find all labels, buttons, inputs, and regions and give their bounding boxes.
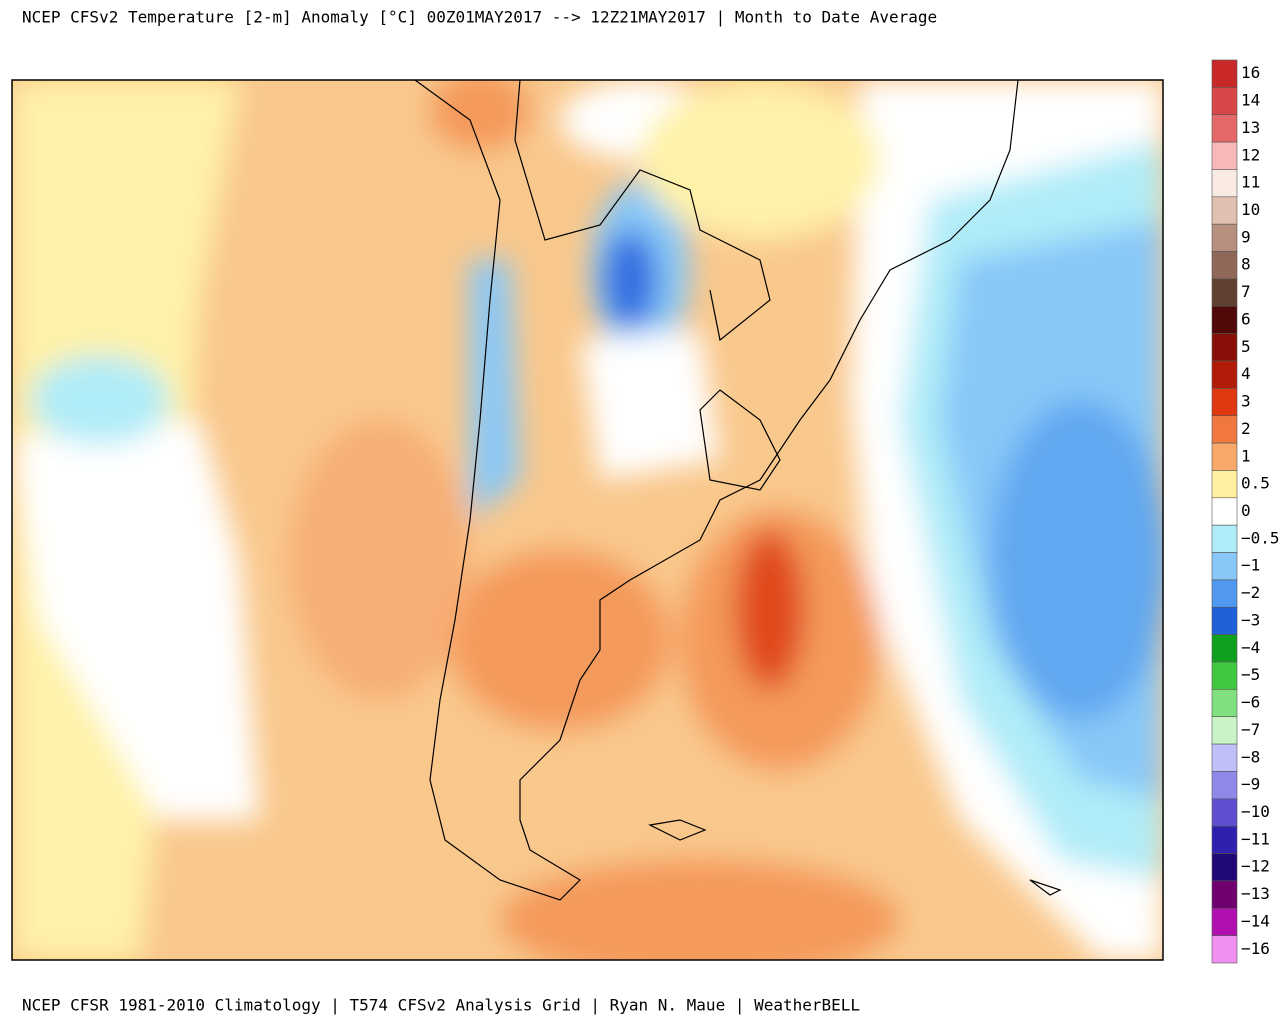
colorbar-label: 3 <box>1241 392 1251 411</box>
title: NCEP CFSv2 Temperature [2-m] Anomaly [°C… <box>22 8 937 27</box>
colorbar-label: −5 <box>1241 665 1260 684</box>
colorbar-label: 0 <box>1241 501 1251 520</box>
colorbar-label: −7 <box>1241 720 1260 739</box>
colorbar-swatch <box>1211 634 1238 663</box>
coastlines <box>414 79 1062 901</box>
colorbar-swatch <box>1211 743 1238 772</box>
colorbar-label: −3 <box>1241 610 1260 629</box>
colorbar-swatch <box>1211 716 1238 745</box>
colorbar-label: 5 <box>1241 337 1251 356</box>
colorbar-swatch <box>1211 524 1238 553</box>
colorbar-label: −4 <box>1241 638 1260 657</box>
colorbar-label: 16 <box>1241 63 1260 82</box>
colorbar-swatch <box>1211 333 1238 362</box>
colorbar-label: −11 <box>1241 829 1270 848</box>
colorbar-label: −2 <box>1241 583 1260 602</box>
colorbar-swatch <box>1211 87 1238 116</box>
footer: NCEP CFSR 1981-2010 Climatology | T574 C… <box>22 996 860 1015</box>
colorbar-swatch <box>1211 141 1238 170</box>
colorbar-swatch <box>1211 388 1238 417</box>
colorbar-swatch <box>1211 169 1238 198</box>
colorbar-swatch <box>1211 825 1238 854</box>
colorbar: 16 14 13 12 11 10 9 8 7 6 5 4 3 2 1 0.5 0 −0.5 −1 −2 −3 −4 −5 −… <box>1211 59 1280 964</box>
colorbar-swatch <box>1211 251 1238 280</box>
colorbar-label: 12 <box>1241 145 1260 164</box>
colorbar-label: 1 <box>1241 446 1251 465</box>
colorbar-swatch <box>1211 771 1238 800</box>
colorbar-label: 0.5 <box>1241 474 1270 493</box>
colorbar-label: 2 <box>1241 419 1251 438</box>
colorbar-label: 9 <box>1241 227 1251 246</box>
colorbar-swatch <box>1211 579 1238 608</box>
colorbar-swatch <box>1211 196 1238 225</box>
colorbar-swatch <box>1211 606 1238 635</box>
colorbar-label: −0.5 <box>1241 528 1280 547</box>
anomaly-field <box>12 80 1163 960</box>
colorbar-swatch <box>1211 223 1238 252</box>
colorbar-label: −10 <box>1241 802 1270 821</box>
colorbar-swatch <box>1211 278 1238 307</box>
colorbar-swatch <box>1211 798 1238 827</box>
colorbar-swatch <box>1211 442 1238 471</box>
colorbar-swatch <box>1211 689 1238 718</box>
colorbar-label: 14 <box>1241 91 1260 110</box>
colorbar-label: −13 <box>1241 884 1270 903</box>
colorbar-swatch <box>1211 552 1238 581</box>
colorbar-label: 6 <box>1241 309 1251 328</box>
colorbar-swatch <box>1211 661 1238 690</box>
colorbar-label: −16 <box>1241 939 1270 958</box>
colorbar-swatch <box>1211 305 1238 334</box>
colorbar-swatch <box>1211 114 1238 143</box>
colorbar-swatch <box>1211 360 1238 389</box>
colorbar-label: −12 <box>1241 857 1270 876</box>
colorbar-swatch <box>1211 935 1238 964</box>
colorbar-label: −9 <box>1241 775 1260 794</box>
colorbar-swatch <box>1211 853 1238 882</box>
colorbar-swatch <box>1211 907 1238 936</box>
colorbar-label: 11 <box>1241 173 1260 192</box>
colorbar-label: −6 <box>1241 693 1260 712</box>
colorbar-swatch <box>1211 415 1238 444</box>
colorbar-label: 13 <box>1241 118 1260 137</box>
colorbar-label: 10 <box>1241 200 1260 219</box>
colorbar-label: −14 <box>1241 911 1270 930</box>
colorbar-label: 8 <box>1241 255 1251 274</box>
colorbar-swatch <box>1211 880 1238 909</box>
colorbar-label: 4 <box>1241 364 1251 383</box>
colorbar-label: 7 <box>1241 282 1251 301</box>
colorbar-swatch <box>1211 470 1238 499</box>
colorbar-label: −8 <box>1241 747 1260 766</box>
colorbar-swatch <box>1211 497 1238 526</box>
map-frame <box>11 79 1164 961</box>
colorbar-label: −1 <box>1241 556 1260 575</box>
colorbar-swatch <box>1211 59 1238 88</box>
